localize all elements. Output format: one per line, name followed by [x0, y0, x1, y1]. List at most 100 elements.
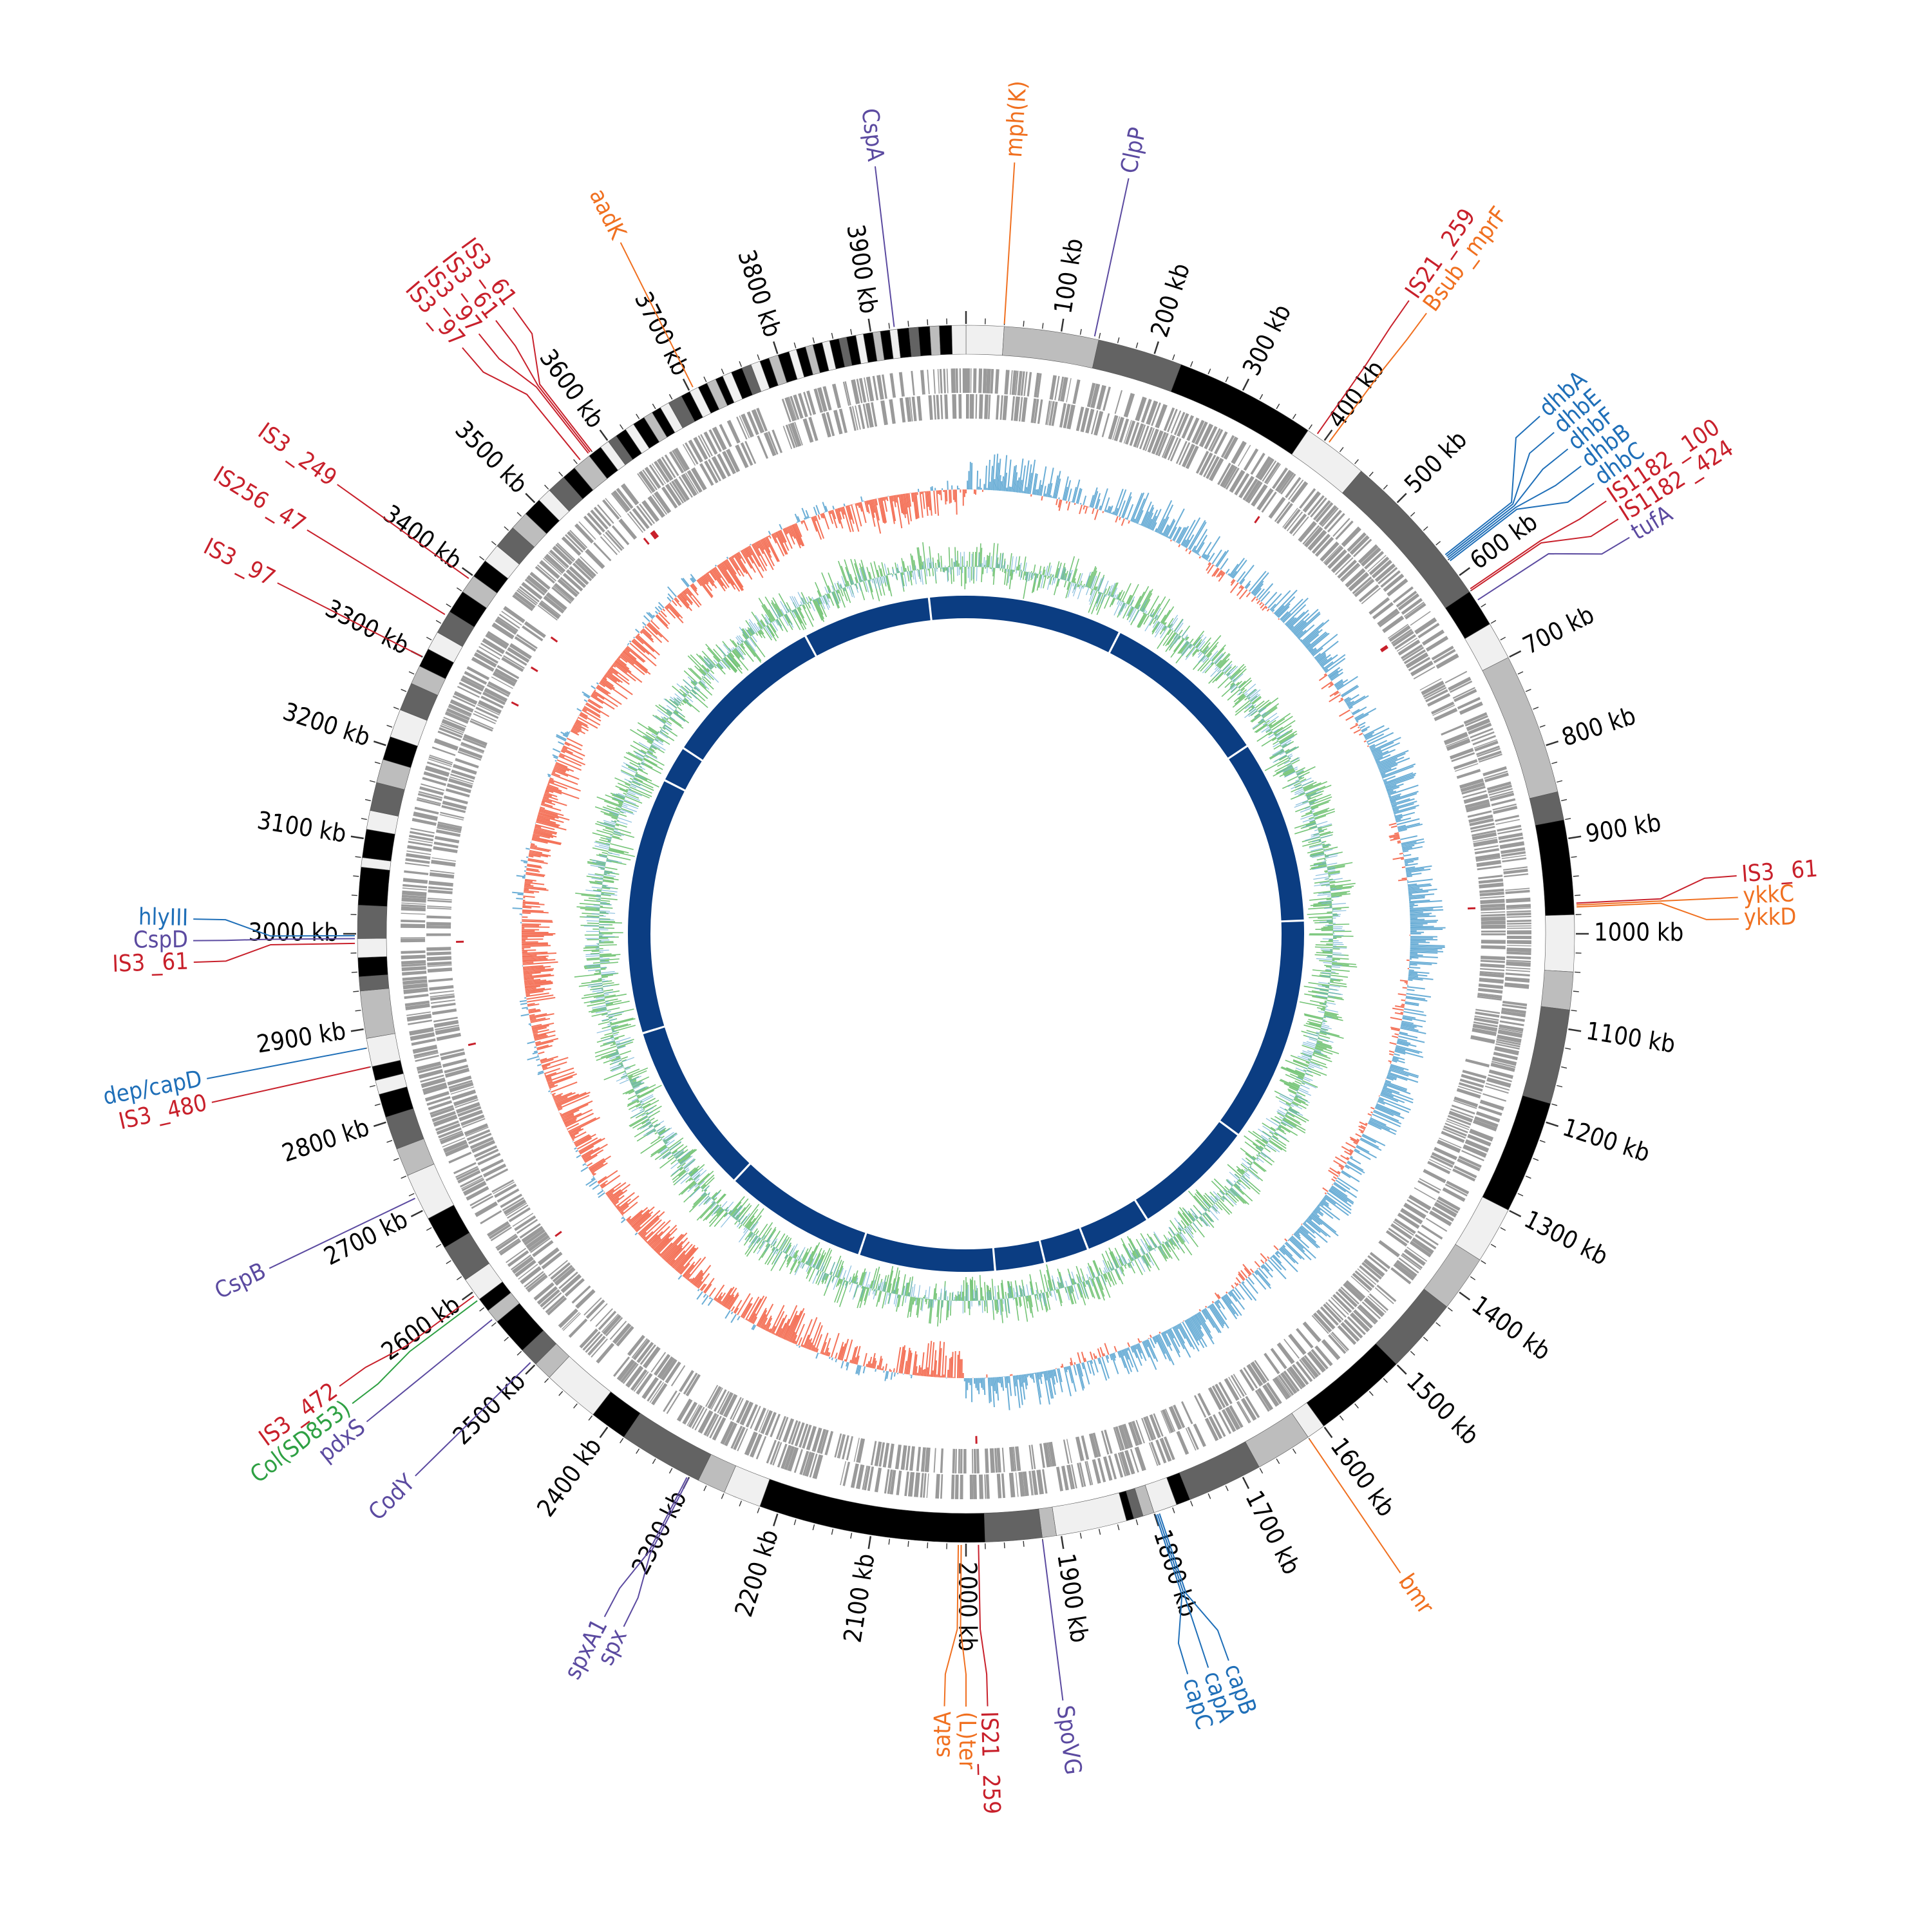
annotation-leader	[495, 320, 591, 453]
cds-feature	[497, 665, 520, 679]
cds-feature	[528, 1276, 548, 1293]
cds-feature	[1470, 728, 1493, 739]
minor-tick	[1551, 1103, 1558, 1106]
cds-feature	[1479, 882, 1504, 889]
contig-segment	[966, 596, 1119, 652]
cds-feature	[1372, 601, 1394, 620]
cds-feature	[404, 862, 430, 867]
cds-feature	[641, 1377, 659, 1399]
cds-feature	[1225, 1406, 1241, 1430]
annotation-leader	[462, 347, 581, 460]
cds-feature	[1340, 1286, 1359, 1305]
annotation-leader	[307, 529, 446, 616]
cds-feature	[408, 835, 434, 842]
cds-feature	[799, 1423, 809, 1448]
cds-feature	[1425, 689, 1448, 703]
cds-feature	[855, 1464, 865, 1490]
cds-feature	[506, 1202, 527, 1217]
tick-label: 3800 kb	[732, 247, 787, 341]
cds-feature	[1204, 1417, 1219, 1441]
cds-feature	[905, 1445, 911, 1471]
cds-feature	[477, 1152, 501, 1166]
cds-feature	[1043, 1443, 1051, 1468]
tick-label: 900 kb	[1584, 808, 1663, 848]
cds-feature	[1454, 763, 1479, 772]
cds-feature	[1423, 1169, 1446, 1184]
cds-feature	[1492, 803, 1517, 811]
cds-feature	[985, 1448, 989, 1473]
cds-feature	[944, 394, 949, 419]
cds-feature	[1397, 639, 1421, 656]
minor-tick	[1573, 990, 1579, 992]
cds-feature	[1444, 670, 1468, 684]
cds-feature	[665, 484, 682, 506]
cds-feature	[1506, 930, 1531, 934]
cds-feature	[764, 1412, 777, 1436]
cds-feature	[1433, 649, 1456, 664]
cds-feature	[1463, 790, 1487, 799]
cds-feature	[1475, 1009, 1501, 1014]
cds-feature	[688, 1405, 703, 1428]
cds-feature	[491, 622, 515, 639]
cds-feature	[1490, 792, 1515, 802]
cds-feature	[1374, 1287, 1394, 1305]
cds-feature	[1262, 460, 1277, 482]
major-tick	[410, 1209, 423, 1218]
cds-feature	[409, 1027, 434, 1036]
cds-feature	[412, 818, 437, 826]
cds-feature	[469, 1193, 492, 1207]
cds-feature	[1403, 601, 1425, 618]
cds-feature	[837, 1434, 844, 1459]
cds-feature	[651, 463, 667, 484]
cds-feature	[1463, 712, 1488, 724]
cds-feature	[1367, 1255, 1388, 1273]
cds-feature	[1124, 420, 1136, 445]
cds-feature	[1330, 1332, 1348, 1352]
cds-feature	[498, 614, 520, 629]
cds-feature	[1141, 399, 1152, 423]
cds-feature	[1401, 1255, 1421, 1271]
cds-feature	[1454, 1096, 1479, 1108]
cds-feature	[1276, 503, 1293, 524]
cds-feature	[408, 840, 433, 847]
cds-feature	[484, 687, 508, 703]
cds-feature	[1361, 587, 1381, 605]
annotation-label: IS256 _47	[209, 462, 310, 538]
cds-feature	[1278, 1374, 1294, 1396]
cds-feature	[1453, 759, 1478, 770]
cds-feature	[439, 814, 464, 821]
cds-feature	[1223, 466, 1238, 489]
cds-feature	[545, 553, 566, 573]
cds-feature	[643, 1346, 661, 1368]
cds-feature	[711, 456, 726, 480]
tick-label: 200 kb	[1145, 260, 1195, 340]
cds-feature	[1240, 1397, 1257, 1421]
cds-feature	[880, 400, 888, 426]
cds-feature	[846, 1436, 853, 1461]
cds-feature	[1290, 481, 1309, 504]
cds-feature	[1434, 708, 1458, 721]
cds-feature	[1481, 920, 1506, 925]
cds-feature	[1155, 404, 1168, 429]
cds-feature	[1473, 1021, 1498, 1028]
cds-feature	[1023, 371, 1028, 397]
cds-feature	[462, 675, 485, 688]
cds-feature	[1136, 424, 1146, 448]
cds-feature	[940, 1474, 943, 1499]
minor-tick	[491, 1322, 497, 1327]
cds-feature	[1397, 1213, 1420, 1229]
cds-feature	[568, 1318, 588, 1338]
cds-feature	[788, 396, 797, 421]
cds-feature	[1130, 1448, 1139, 1473]
cds-feature	[866, 376, 875, 402]
cds-feature	[1496, 1038, 1521, 1046]
cds-feature	[1299, 488, 1316, 509]
cds-feature	[1499, 1020, 1524, 1027]
cds-feature	[975, 394, 978, 419]
cds-feature	[1289, 513, 1307, 535]
cds-feature	[1357, 1268, 1377, 1285]
annotation-leader	[1094, 178, 1130, 337]
cds-feature	[651, 1383, 668, 1406]
cds-feature	[770, 1414, 781, 1437]
cds-feature	[439, 1048, 464, 1056]
